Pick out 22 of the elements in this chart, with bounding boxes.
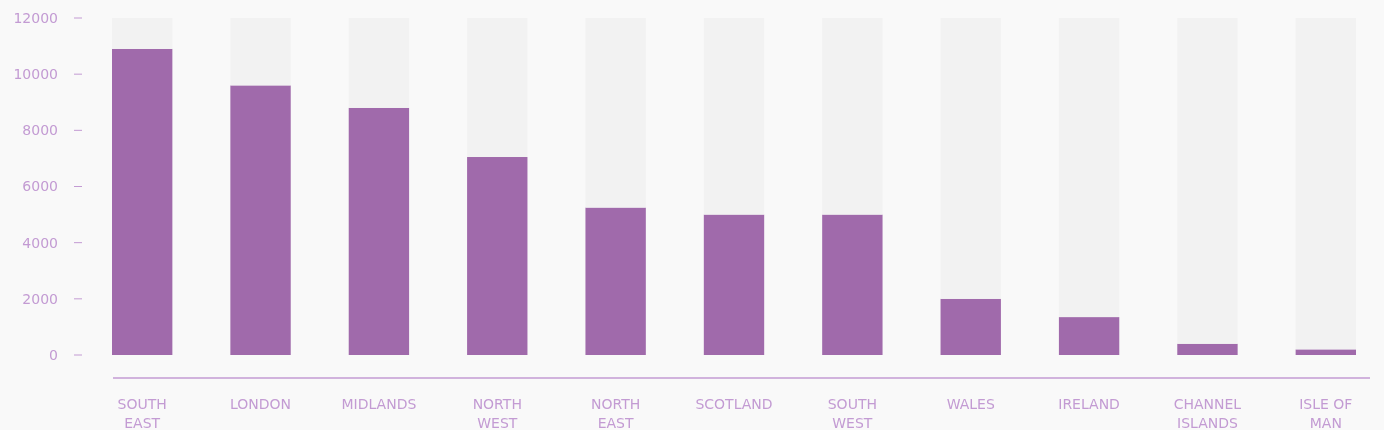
x-tick-label: NORTH EAST [591,396,641,430]
y-tick-label: 10000 [13,66,58,83]
x-tick-label: MIDLANDS [341,396,417,412]
x-tick-label: ISLE OF MAN [1299,396,1353,430]
y-tick-label: 12000 [13,9,58,26]
x-tick-label: WALES [946,396,995,412]
bar [940,298,1001,355]
y-tick-label: 0 [49,346,58,363]
x-tick-label: LONDON [230,396,292,412]
x-tick-label: CHANNEL ISLANDS [1173,396,1242,430]
x-tick-label: NORTH WEST [472,396,522,430]
y-tick-label: 8000 [22,122,58,139]
y-tick-label: 4000 [22,234,58,251]
y-tick-label: 2000 [22,290,58,307]
x-tick-label: SOUTH EAST [117,396,167,430]
x-tick-label: SOUTH WEST [827,396,877,430]
x-tick-label: IRELAND [1058,396,1120,412]
bar [1058,317,1120,355]
bar [1177,343,1238,355]
y-tick-label: 6000 [22,178,58,195]
x-tick-label: SCOTLAND [695,396,773,412]
bar [1295,349,1357,355]
